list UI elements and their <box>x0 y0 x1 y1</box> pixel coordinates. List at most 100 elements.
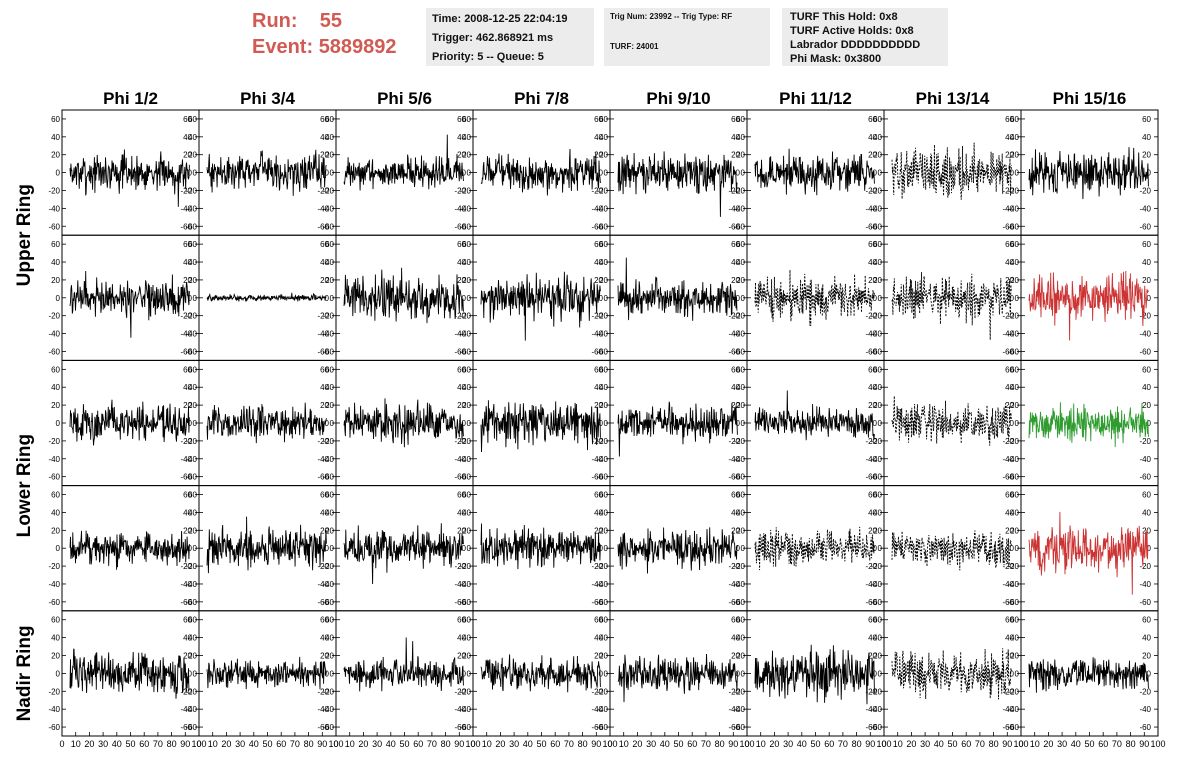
waveform-trace <box>69 399 190 446</box>
y-tick-label-right: 20 <box>731 151 740 160</box>
y-tick-label-right: 20 <box>1142 276 1151 285</box>
y-tick-label: -60 <box>48 598 60 607</box>
event-value: 5889892 <box>318 36 397 58</box>
x-tick-label: 70 <box>975 739 985 749</box>
y-tick-label: -40 <box>322 580 334 589</box>
waveform-trace <box>480 523 601 570</box>
y-tick-label-right: 60 <box>594 616 603 625</box>
y-tick-label-right: -60 <box>728 347 740 356</box>
x-tick-label: 80 <box>304 739 314 749</box>
y-tick-label-right: 40 <box>1005 508 1014 517</box>
y-tick-label: -60 <box>1007 222 1019 231</box>
y-tick-label: -60 <box>459 222 471 231</box>
y-tick-label: 40 <box>1010 258 1019 267</box>
y-tick-label-right: 60 <box>320 365 329 374</box>
y-tick-label: -40 <box>459 455 471 464</box>
y-tick-label: 60 <box>462 240 471 249</box>
y-tick-label-right: -40 <box>591 330 603 339</box>
waveform-trace <box>1028 657 1149 693</box>
y-tick-label: 0 <box>878 544 883 553</box>
y-tick-label-right: 0 <box>325 294 330 303</box>
y-tick-label-right: -40 <box>1139 330 1151 339</box>
x-tick-label: 50 <box>673 739 683 749</box>
y-tick-label: -40 <box>733 705 745 714</box>
y-tick-label-right: 0 <box>188 419 193 428</box>
row-label: Lower Ring <box>14 434 35 537</box>
y-tick-label: 20 <box>462 526 471 535</box>
y-tick-label: -40 <box>322 705 334 714</box>
y-tick-label-right: -40 <box>317 204 329 213</box>
y-tick-label: -20 <box>185 437 197 446</box>
y-tick-label-right: -40 <box>454 330 466 339</box>
y-tick-label: 0 <box>467 669 472 678</box>
waveform-trace <box>617 527 738 574</box>
y-tick-label-right: -40 <box>591 455 603 464</box>
y-tick-label: 60 <box>51 115 60 124</box>
y-tick-label: -20 <box>322 687 334 696</box>
y-tick-label: 0 <box>330 669 335 678</box>
y-tick-label: 20 <box>462 151 471 160</box>
y-tick-label: 0 <box>193 419 198 428</box>
y-tick-label-right: 60 <box>868 616 877 625</box>
waveform-trace <box>206 292 327 302</box>
waveform-trace <box>1028 147 1149 200</box>
y-tick-label: 0 <box>741 169 746 178</box>
y-tick-label-right: -60 <box>728 222 740 231</box>
y-tick-label-right: -20 <box>1139 562 1151 571</box>
waveform-trace <box>69 149 190 207</box>
y-tick-label: -20 <box>48 437 60 446</box>
x-tick-label: 60 <box>824 739 834 749</box>
y-tick-label: 0 <box>193 294 198 303</box>
column-header: Phi 13/14 <box>916 89 990 108</box>
y-tick-label-right: -20 <box>728 437 740 446</box>
x-tick-label: 90 <box>1002 739 1012 749</box>
event-row: Event: 5889892 <box>252 34 397 60</box>
phi-mask-text: Phi Mask: 0x3800 <box>790 53 882 65</box>
trigger-info-box: Trig Num: 23992 -- Trig Type: RF TURF: 2… <box>604 8 770 66</box>
x-tick-label: 0 <box>1018 739 1023 749</box>
y-tick-label: 0 <box>467 294 472 303</box>
y-tick-label: -20 <box>459 562 471 571</box>
waveform-trace <box>206 149 327 196</box>
y-tick-label: -40 <box>1007 580 1019 589</box>
y-tick-label: -60 <box>322 723 334 732</box>
y-tick-label-right: -60 <box>591 598 603 607</box>
x-tick-label: 10 <box>208 739 218 749</box>
y-tick-label-right: 0 <box>873 669 878 678</box>
y-tick-label: -20 <box>322 437 334 446</box>
x-tick-label: 50 <box>399 739 409 749</box>
y-tick-label: 0 <box>741 419 746 428</box>
y-tick-label-right: 60 <box>1142 491 1151 500</box>
y-tick-label: -20 <box>733 437 745 446</box>
y-tick-label-right: -20 <box>591 562 603 571</box>
y-tick-label-right: 40 <box>1142 383 1151 392</box>
y-tick-label-right: -20 <box>591 312 603 321</box>
y-tick-label: -40 <box>1007 455 1019 464</box>
y-tick-label-right: 20 <box>868 276 877 285</box>
y-tick-label: -60 <box>185 222 197 231</box>
y-tick-label-right: 60 <box>1142 616 1151 625</box>
y-tick-label-right: 40 <box>868 508 877 517</box>
y-tick-label-right: -40 <box>1139 705 1151 714</box>
y-tick-label-right: -20 <box>591 687 603 696</box>
y-tick-label: -40 <box>870 705 882 714</box>
y-tick-label-right: 0 <box>873 294 878 303</box>
y-tick-label-right: 40 <box>594 634 603 643</box>
x-tick-label: 60 <box>687 739 697 749</box>
y-tick-label-right: 40 <box>594 258 603 267</box>
x-tick-label: 90 <box>180 739 190 749</box>
y-tick-label: 20 <box>325 401 334 410</box>
y-tick-label-right: 0 <box>462 669 467 678</box>
x-tick-label: 40 <box>112 739 122 749</box>
y-tick-label: -60 <box>733 347 745 356</box>
y-tick-label-right: -60 <box>1139 347 1151 356</box>
y-tick-label: 60 <box>599 616 608 625</box>
y-tick-label: -40 <box>733 204 745 213</box>
y-tick-label-right: -60 <box>1002 598 1014 607</box>
y-tick-label-right: -20 <box>865 437 877 446</box>
y-tick-label-right: 40 <box>731 508 740 517</box>
y-tick-label-right: 40 <box>457 383 466 392</box>
y-tick-label-right: 20 <box>868 526 877 535</box>
y-tick-label: -40 <box>48 330 60 339</box>
y-tick-label-right: -40 <box>180 705 192 714</box>
